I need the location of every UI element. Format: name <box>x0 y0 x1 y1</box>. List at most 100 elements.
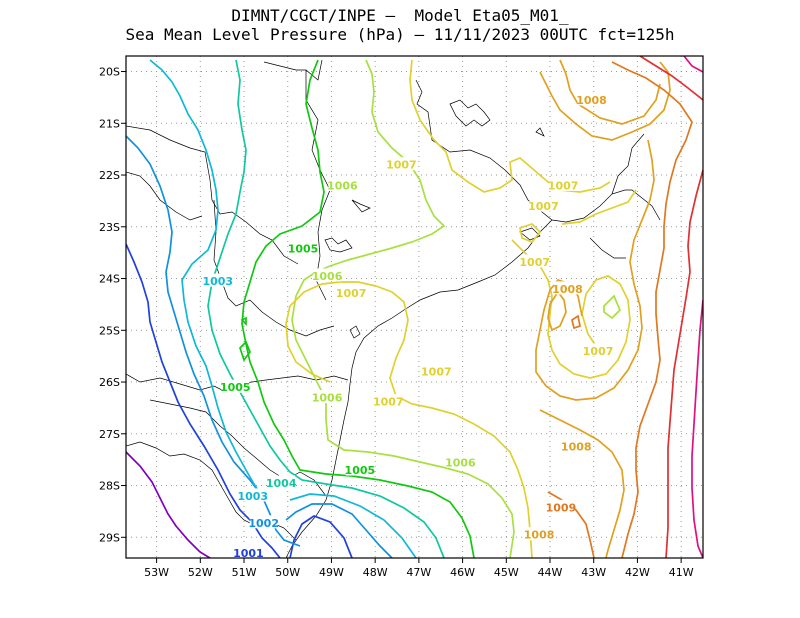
contour-label-bg <box>546 499 575 513</box>
x-tick-label: 45W <box>494 566 519 579</box>
isobar-1003 <box>289 493 417 558</box>
y-tick-label: 20S <box>99 66 120 79</box>
y-tick-label: 25S <box>99 324 120 337</box>
isobar-1002 <box>126 135 301 547</box>
isobar-1008 <box>539 409 625 558</box>
isobars <box>126 56 703 558</box>
contour-label: 1006 <box>445 456 476 469</box>
contour-label: 1003 <box>202 275 233 288</box>
isobar-1008 <box>547 290 567 332</box>
isobar-1005 <box>240 316 247 327</box>
x-tick-label: 44W <box>538 566 563 579</box>
x-tick-label: 48W <box>363 566 388 579</box>
y-tick-label: 26S <box>99 376 120 389</box>
y-tick-label: 29S <box>99 531 120 544</box>
contour-label: 1007 <box>548 179 579 192</box>
isobar-1008 <box>535 139 655 401</box>
isobar-1004 <box>207 59 445 558</box>
contour-label: 1007 <box>528 200 559 213</box>
contour-label-bg <box>221 379 250 393</box>
contour-label-bg <box>374 394 403 408</box>
x-tick-label: 46W <box>450 566 475 579</box>
contour-label-bg <box>553 281 582 295</box>
isobar-1003 <box>149 59 263 497</box>
contour-label: 1007 <box>421 366 452 379</box>
contour-label: 1008 <box>552 283 583 296</box>
contour-label: 1008 <box>524 529 555 542</box>
contour-label: 1007 <box>373 396 404 409</box>
contour-label-bg <box>387 157 416 171</box>
isobar-1009 <box>571 314 581 330</box>
contour-label: 1005 <box>288 243 319 256</box>
y-tick-label: 23S <box>99 221 120 234</box>
contour-label-bg <box>234 545 263 558</box>
longitude-axis: 53W 52W 51W 50W 49W 48W 47W 46W 45W 44W 43W 42W 41W <box>144 558 694 579</box>
contour-label: 1007 <box>583 345 614 358</box>
contour-label-bg <box>337 285 366 299</box>
latitude-axis: 20S 21S 22S 23S 24S 25S 26S 27S 28S 29S <box>99 66 126 544</box>
map-title-line2: Sea Mean Level Pressure (hPa) – 11/11/20… <box>125 25 675 44</box>
isobar-1007 <box>519 223 542 244</box>
isobar-1005 <box>239 340 251 362</box>
contour-label: 1008 <box>561 441 592 454</box>
isobar-1010 <box>639 56 703 101</box>
x-tick-label: 47W <box>406 566 431 579</box>
contour-label-bg <box>238 488 267 502</box>
contour-label: 1008 <box>576 94 607 107</box>
contour-label: 1001 <box>233 547 264 560</box>
isobar-1009 <box>547 491 595 558</box>
contour-label-bg <box>313 268 342 282</box>
isobar-1000 <box>126 451 211 558</box>
y-tick-label: 27S <box>99 428 120 441</box>
contour-label: 1005 <box>345 464 376 477</box>
x-tick-label: 53W <box>144 566 169 579</box>
isobar-1001 <box>126 243 281 558</box>
contour-label-bg <box>313 390 342 404</box>
contour-label: 1002 <box>248 517 279 530</box>
isobar-1010 <box>665 169 703 558</box>
contour-label: 1004 <box>266 477 297 490</box>
contour-label-bg <box>520 254 549 268</box>
x-tick-label: 51W <box>232 566 257 579</box>
isobar-1001 <box>289 515 353 558</box>
isobar-1008 <box>539 61 671 141</box>
contour-label-bg <box>289 241 318 255</box>
x-tick-label: 42W <box>625 566 650 579</box>
contour-labels: 1008 1007 1006 1007 1007 1005 1007 1006 1003 1008… <box>202 92 614 560</box>
isobar-1006 <box>603 294 622 320</box>
isobar-1009 <box>611 61 693 558</box>
contour-label-bg <box>562 439 591 453</box>
y-tick-label: 21S <box>99 117 120 130</box>
contour-label: 1009 <box>546 501 577 514</box>
isobar-1008 <box>559 59 661 125</box>
contour-label: 1007 <box>519 256 550 269</box>
contour-label-bg <box>203 273 232 287</box>
x-tick-label: 43W <box>581 566 606 579</box>
plot-frame <box>125 55 704 559</box>
contour-label-bg <box>525 527 554 541</box>
contour-label-bg <box>328 177 357 191</box>
contour-label-bg <box>529 198 558 212</box>
contour-label-bg <box>446 454 475 468</box>
x-tick-label: 50W <box>275 566 300 579</box>
contour-label-bg <box>267 475 296 489</box>
contour-label-bg <box>577 92 606 106</box>
isobar-1007 <box>561 189 637 225</box>
contour-label: 1006 <box>312 270 343 283</box>
map-title-line1: DIMNT/CGCT/INPE – Model Eta05_M01_ <box>231 6 569 25</box>
y-tick-label: 22S <box>99 169 120 182</box>
contour-label: 1005 <box>220 381 251 394</box>
y-tick-label: 28S <box>99 480 120 493</box>
contour-label: 1003 <box>237 490 268 503</box>
isobar-1011 <box>683 56 703 73</box>
isobar-1011 <box>691 299 703 558</box>
contour-label-bg <box>249 515 278 529</box>
grid-lines <box>126 56 703 558</box>
contour-label: 1006 <box>312 392 343 405</box>
contour-label: 1006 <box>327 179 358 192</box>
contour-label-bg <box>345 462 374 476</box>
contour-label: 1007 <box>336 287 367 300</box>
contour-label: 1007 <box>386 159 417 172</box>
contour-label-bg <box>422 364 451 378</box>
